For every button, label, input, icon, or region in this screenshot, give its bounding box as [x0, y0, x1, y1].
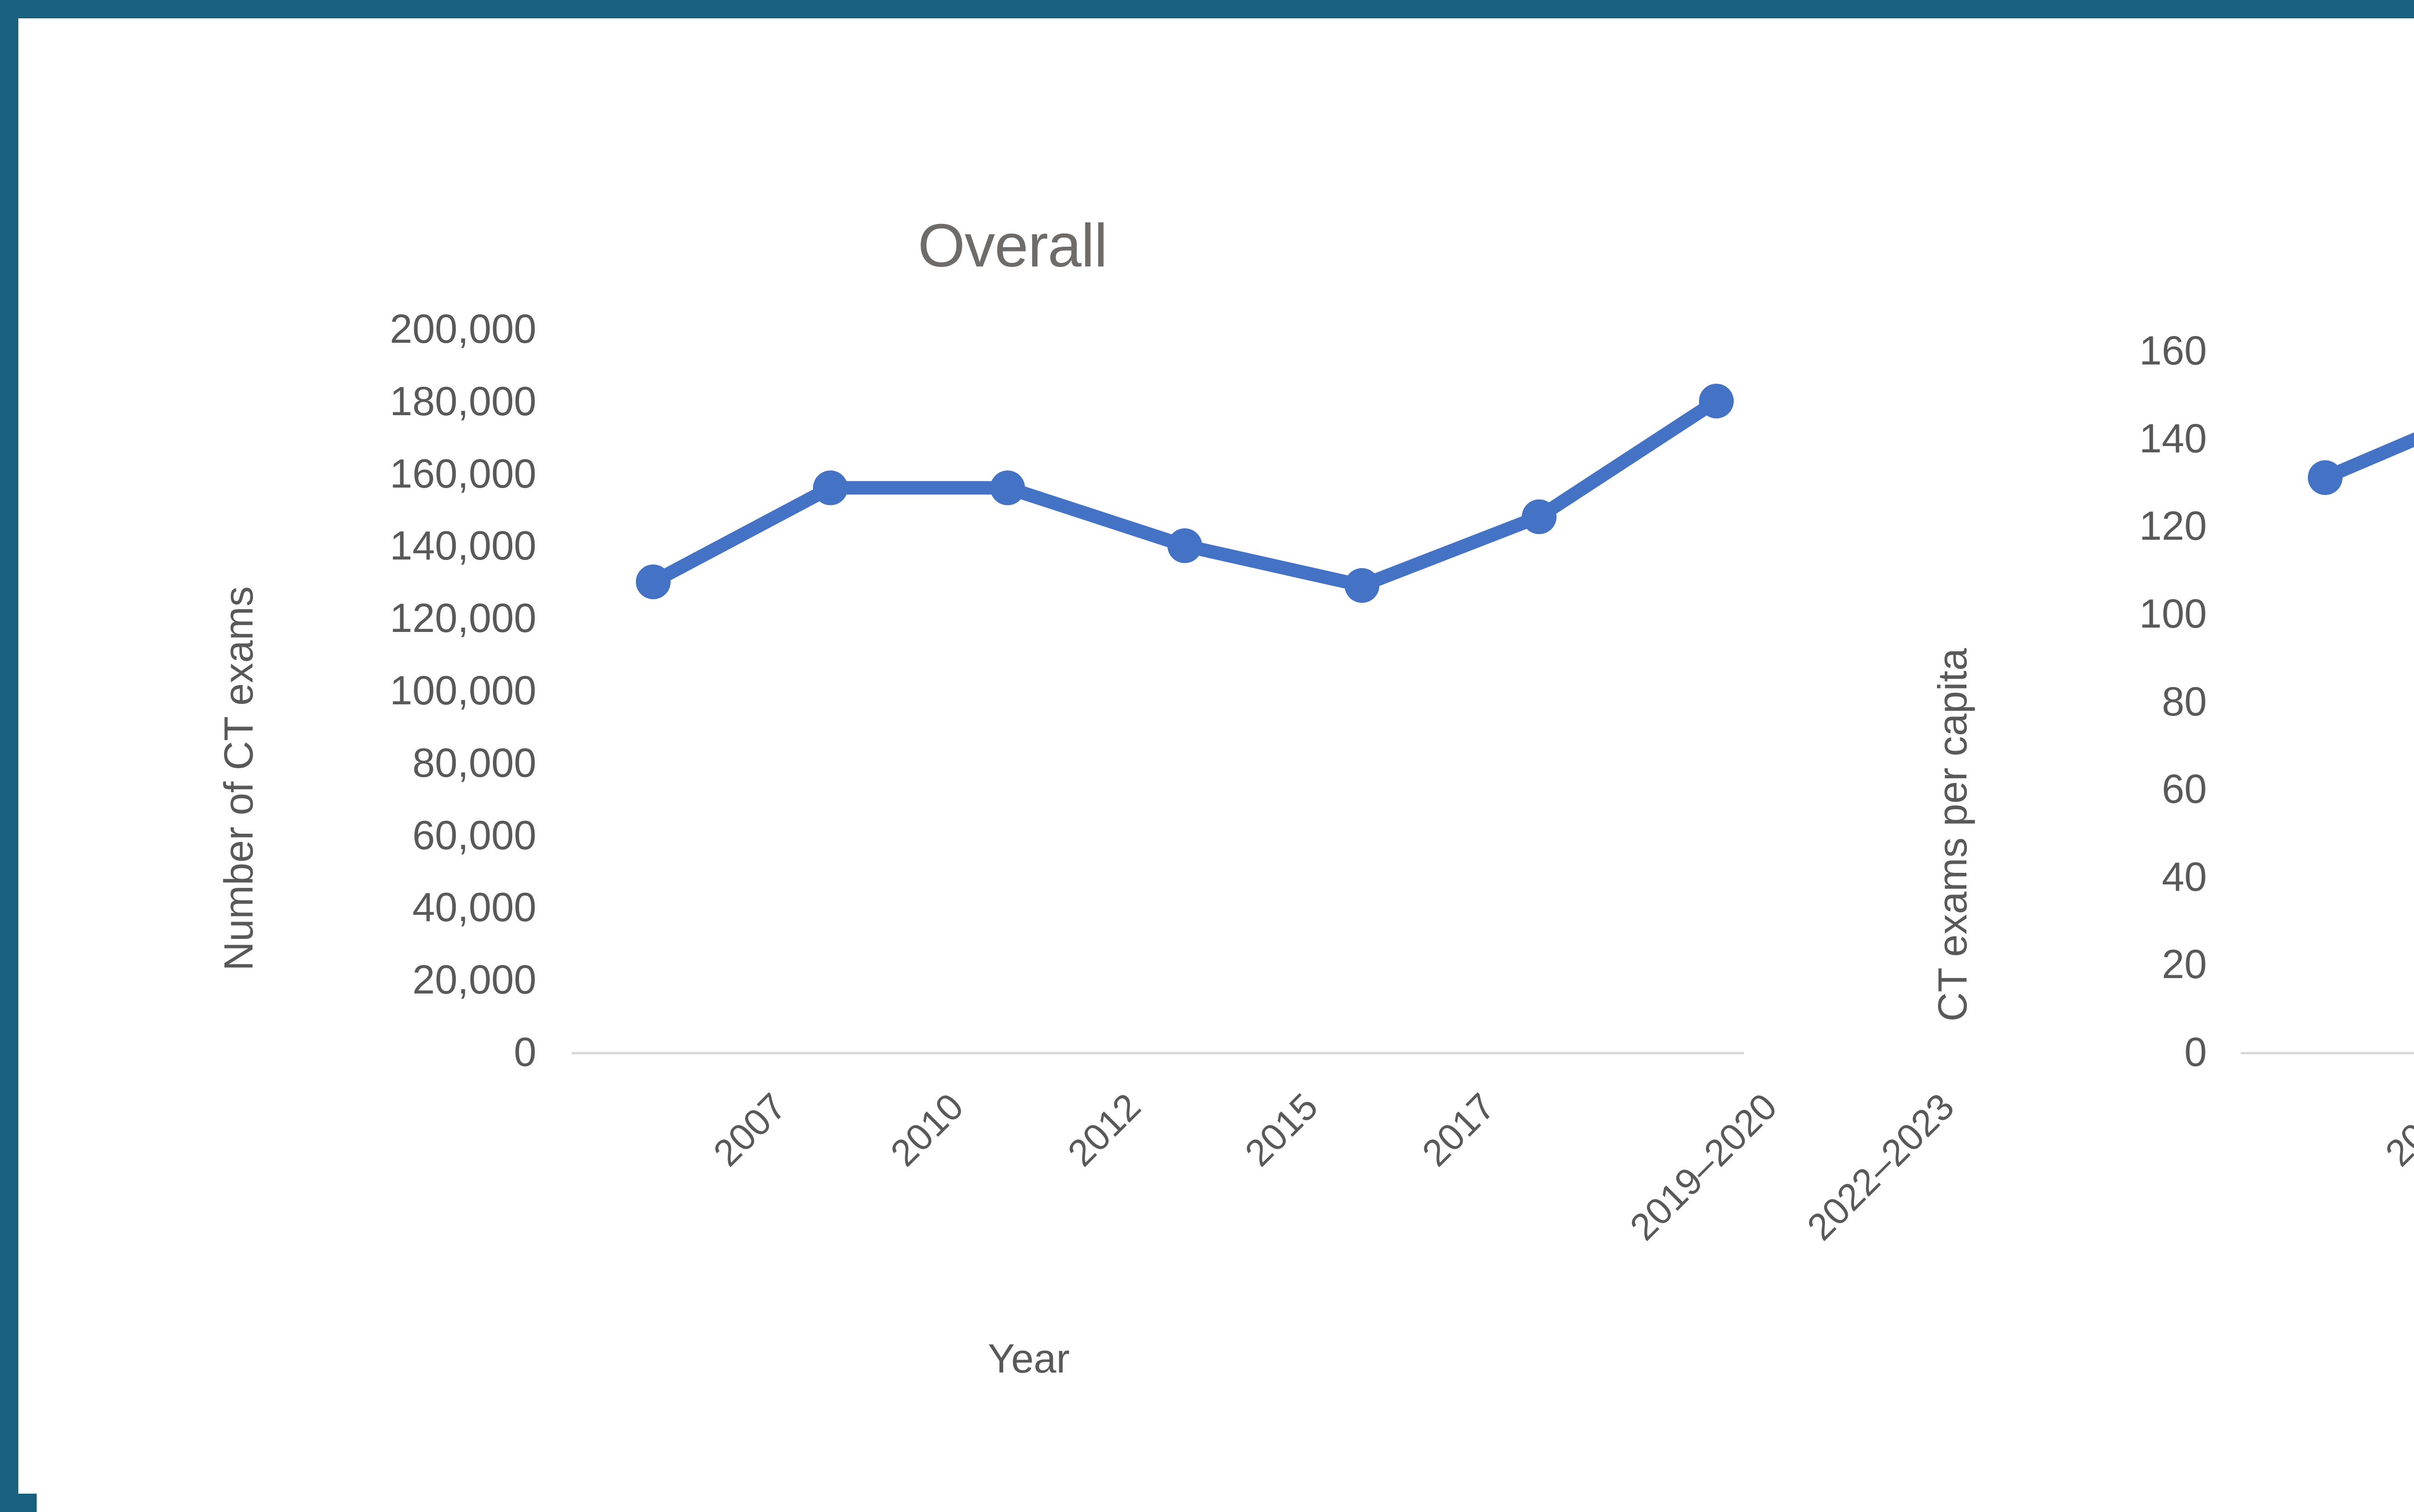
y-tick-label: 200,000 [390, 306, 536, 351]
y-tick-label: 100 [2139, 590, 2207, 636]
data-point-marker [1699, 383, 1734, 419]
y-tick-label: 0 [514, 1029, 536, 1075]
data-point-marker [1167, 528, 1202, 563]
data-point-marker [636, 564, 671, 600]
y-tick-label: 40,000 [412, 884, 536, 930]
figure-canvas: Overall Number of CT exams Year 200,000 1… [37, 37, 2414, 1512]
x-axis-title-overall: Year [988, 1336, 1070, 1381]
y-tick-label: 160 [2139, 328, 2207, 373]
x-axis-line-overall [572, 1052, 1744, 1054]
line-plot-overall [636, 383, 1734, 603]
data-point-marker [990, 470, 1025, 505]
y-tick-label: 40 [2161, 854, 2207, 899]
y-tick-label: 160,000 [390, 450, 536, 496]
y-tick-label: 140 [2139, 415, 2207, 461]
chart-title-overall: Overall [918, 211, 1108, 280]
data-point-marker [813, 470, 848, 505]
y-tick-label: 20 [2161, 941, 2207, 987]
data-point-marker [1522, 499, 1557, 534]
y-tick-label: 80,000 [412, 740, 536, 785]
y-tick-label: 100,000 [390, 668, 536, 713]
chart-panel-overall: Overall Number of CT exams Year 200,000 1… [37, 37, 1962, 1512]
y-tick-label: 20,000 [412, 957, 536, 1003]
y-tick-label: 120 [2139, 503, 2207, 549]
y-tick-label: 80 [2161, 678, 2207, 724]
y-tick-label: 180,000 [390, 378, 536, 424]
y-tick-label: 120,000 [390, 595, 536, 641]
x-axis-line-percapita [2241, 1052, 2414, 1054]
data-point-marker [2308, 460, 2343, 495]
chart-panel-percapita: Per capita CT exams per capita Year 1601… [1852, 37, 2414, 1512]
y-tick-label: 60,000 [412, 812, 536, 858]
y-tick-label: 0 [2184, 1029, 2207, 1075]
data-point-marker [1345, 568, 1379, 603]
y-tick-label: 140,000 [390, 523, 536, 569]
y-tick-label: 60 [2161, 766, 2207, 812]
line-plot-percapita [2308, 432, 2414, 495]
